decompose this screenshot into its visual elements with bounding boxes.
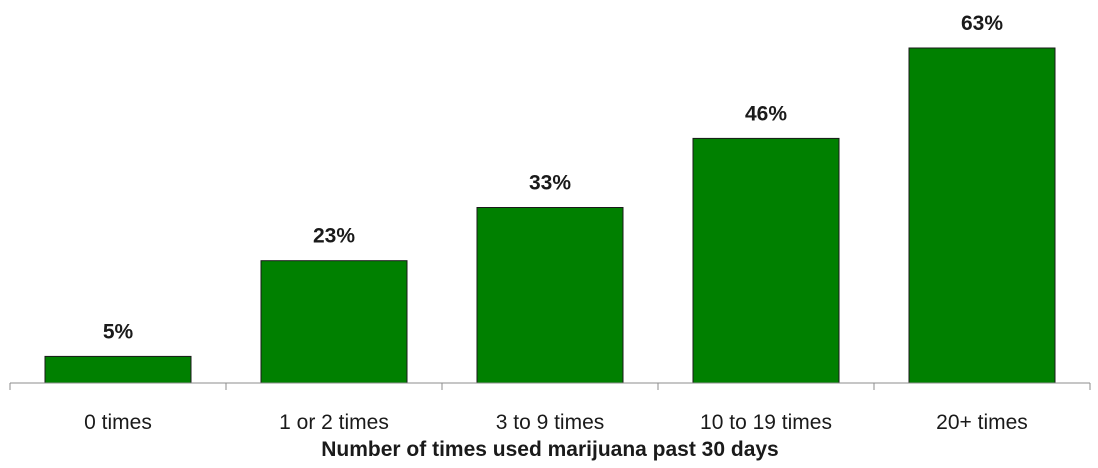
bar-4 [908, 47, 1056, 384]
data-label-2: 33% [529, 172, 571, 195]
x-tick-label-1: 1 or 2 times [279, 411, 389, 434]
x-tick-label-4: 20+ times [936, 411, 1028, 434]
data-label-3: 46% [745, 102, 787, 125]
x-tick-label-3: 10 to 19 times [700, 411, 832, 434]
data-labels-layer: 5% 23% 33% 46% 63% [103, 12, 1004, 343]
bar-3 [692, 137, 840, 384]
data-label-0: 5% [103, 320, 134, 343]
data-label-1: 23% [313, 225, 355, 248]
x-axis-title: Number of times used marijuana past 30 d… [321, 438, 779, 461]
data-label-4: 63% [961, 12, 1003, 35]
x-tick-label-0: 0 times [84, 411, 152, 434]
x-tick-label-2: 3 to 9 times [496, 411, 605, 434]
bars-layer [44, 47, 1056, 384]
bar-0 [44, 355, 192, 384]
bar-2 [476, 207, 624, 384]
x-axis-tick-labels: 0 times 1 or 2 times 3 to 9 times 10 to 19 … [84, 411, 1028, 434]
x-axis-ticks [9, 383, 1091, 390]
bar-1 [260, 260, 408, 384]
